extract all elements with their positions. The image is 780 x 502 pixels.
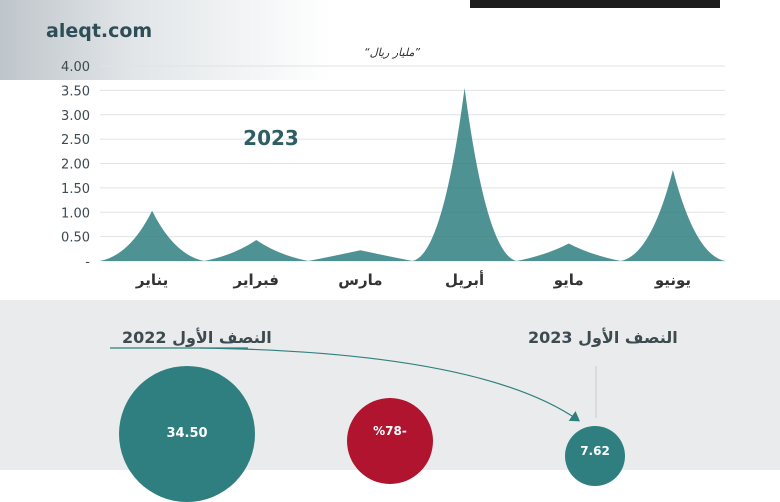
y-tick-label: 1.00 — [61, 206, 90, 221]
h1-2023-value: 7.62 — [580, 444, 610, 458]
area-peak-3 — [308, 250, 413, 261]
y-tick-label: 0.50 — [61, 231, 90, 246]
h1-2023-bubble: 7.62 — [565, 426, 625, 486]
area-chart: 4.00 3.50 3.00 2.50 2.00 1.50 1.00 0.50 - “مليار … — [61, 46, 725, 289]
unit-label: “مليار ريال” — [364, 46, 420, 59]
x-tick-label: يونيو — [654, 271, 691, 289]
x-tick-label: مايو — [553, 271, 584, 289]
header-title-strip — [470, 0, 720, 8]
y-tick-label: 1.50 — [61, 182, 90, 197]
header-background-image — [0, 0, 330, 80]
x-tick-label: يناير — [135, 271, 168, 289]
h1-2022-value: 34.50 — [166, 425, 208, 441]
h1-2022-bubble: 34.50 — [119, 366, 255, 502]
x-tick-label: مارس — [338, 271, 382, 289]
area-peak-5 — [516, 243, 621, 261]
y-tick-label: 2.00 — [61, 158, 90, 173]
h1-2022-label: النصف الأول 2022 — [122, 328, 272, 347]
comparison-arrow — [110, 347, 597, 422]
y-tick-label: 2.50 — [61, 133, 90, 148]
area-peak-6 — [620, 169, 725, 261]
area-peak-2 — [204, 240, 309, 261]
chart-panel: aleqt.com 4.00 3.50 3.00 2.50 2.00 1.50 1.00 0.… — [0, 0, 725, 289]
trend-arrow — [199, 347, 580, 422]
h1-2023-label: النصف الأول 2023 — [528, 328, 678, 347]
change-bubble: %78- — [347, 398, 433, 484]
site-name[interactable]: aleqt.com — [46, 20, 153, 42]
comparison-panel: النصف الأول 2022 النصف الأول 2023 34.50 … — [0, 300, 780, 502]
x-tick-label: فبراير — [233, 271, 279, 289]
x-tick-label: أبريل — [445, 270, 484, 289]
year-label: 2023 — [243, 126, 299, 150]
change-value: %78- — [373, 424, 407, 438]
area-peak-1 — [100, 210, 205, 261]
y-tick-label: 3.50 — [61, 84, 90, 99]
y-tick-label: - — [85, 255, 90, 270]
y-tick-label: 4.00 — [61, 60, 90, 75]
area-peak-4 — [412, 87, 517, 261]
y-tick-label: 3.00 — [61, 109, 90, 124]
